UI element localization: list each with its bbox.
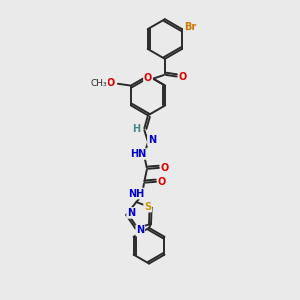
Text: N: N — [127, 208, 135, 218]
Text: S: S — [144, 202, 151, 212]
Text: O: O — [161, 163, 169, 173]
Text: N: N — [148, 135, 156, 145]
Text: N: N — [136, 225, 144, 236]
Text: Br: Br — [184, 22, 196, 32]
Text: H: H — [132, 124, 140, 134]
Text: HN: HN — [130, 149, 146, 159]
Text: O: O — [178, 72, 187, 82]
Text: O: O — [107, 78, 115, 88]
Text: CH₃: CH₃ — [91, 79, 107, 88]
Text: O: O — [144, 73, 152, 83]
Text: O: O — [158, 177, 166, 187]
Text: NH: NH — [128, 189, 144, 199]
